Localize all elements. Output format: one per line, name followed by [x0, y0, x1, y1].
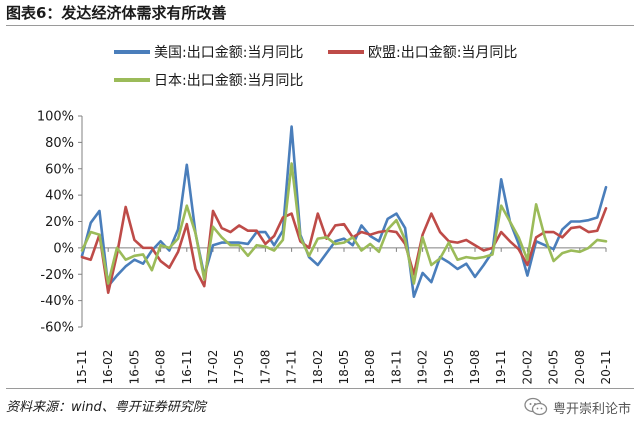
x-tick-label: 19-05	[442, 350, 456, 385]
legend-label-0: 美国:出口金额:当月同比	[154, 45, 303, 61]
y-tick-label: -20%	[40, 268, 74, 283]
x-tick-label: 20-11	[599, 350, 613, 385]
x-tick-label: 20-08	[573, 350, 587, 385]
x-tick-label: 17-11	[285, 350, 299, 385]
x-axis: 15-11 16-02 16-05 16-08 16-11 17-02 17-05 17-08…	[75, 247, 613, 385]
source-note: 资料来源：wind、粤开证券研究院	[6, 400, 206, 415]
y-tick-label: -40%	[40, 294, 74, 309]
y-tick-label: -60%	[40, 321, 74, 336]
y-tick-label: 60%	[45, 162, 74, 177]
y-tick-label: 0%	[53, 241, 74, 256]
x-tick-label: 18-11	[389, 350, 403, 385]
x-tick-label: 18-05	[337, 350, 351, 385]
footer-divider	[6, 388, 634, 389]
x-tick-label: 16-11	[180, 350, 194, 385]
legend-label-1: 欧盟:出口金额:当月同比	[368, 45, 517, 61]
legend-label-2: 日本:出口金额:当月同比	[154, 73, 303, 89]
figure-title: 图表6：发达经济体需求有所改善	[6, 4, 227, 22]
x-tick-label: 18-08	[363, 350, 377, 385]
series-line-2	[80, 162, 608, 285]
x-tick-label: 15-11	[75, 350, 89, 385]
y-tick-label: 80%	[45, 136, 74, 151]
x-tick-label: 17-08	[258, 350, 272, 385]
x-tick-label: 16-05	[127, 350, 141, 385]
wechat-icon	[524, 397, 548, 416]
series-layer	[80, 125, 608, 298]
x-tick-label: 17-02	[206, 350, 220, 385]
title-divider	[6, 25, 634, 26]
x-tick-label: 20-02	[520, 350, 534, 385]
x-tick-label: 19-11	[494, 350, 508, 385]
y-tick-label: 20%	[45, 215, 74, 230]
y-tick-label: 40%	[45, 189, 74, 204]
x-tick-label: 19-08	[468, 350, 482, 385]
series-line-1	[80, 205, 608, 295]
y-axis: 100% 80% 60% 40% 20% 0% -20% -40% -60%	[37, 110, 83, 336]
x-tick-label: 20-05	[547, 350, 561, 385]
x-tick-label: 18-02	[311, 350, 325, 385]
series-line-0	[80, 125, 608, 298]
x-tick-label: 16-08	[154, 350, 168, 385]
x-tick-label: 16-02	[101, 350, 115, 385]
watermark-text: 粤开崇利论市	[553, 401, 632, 417]
x-tick-label: 19-02	[416, 350, 430, 385]
x-tick-label: 17-05	[232, 350, 246, 385]
y-tick-label: 100%	[37, 110, 74, 125]
watermark: 粤开崇利论市	[524, 397, 631, 417]
